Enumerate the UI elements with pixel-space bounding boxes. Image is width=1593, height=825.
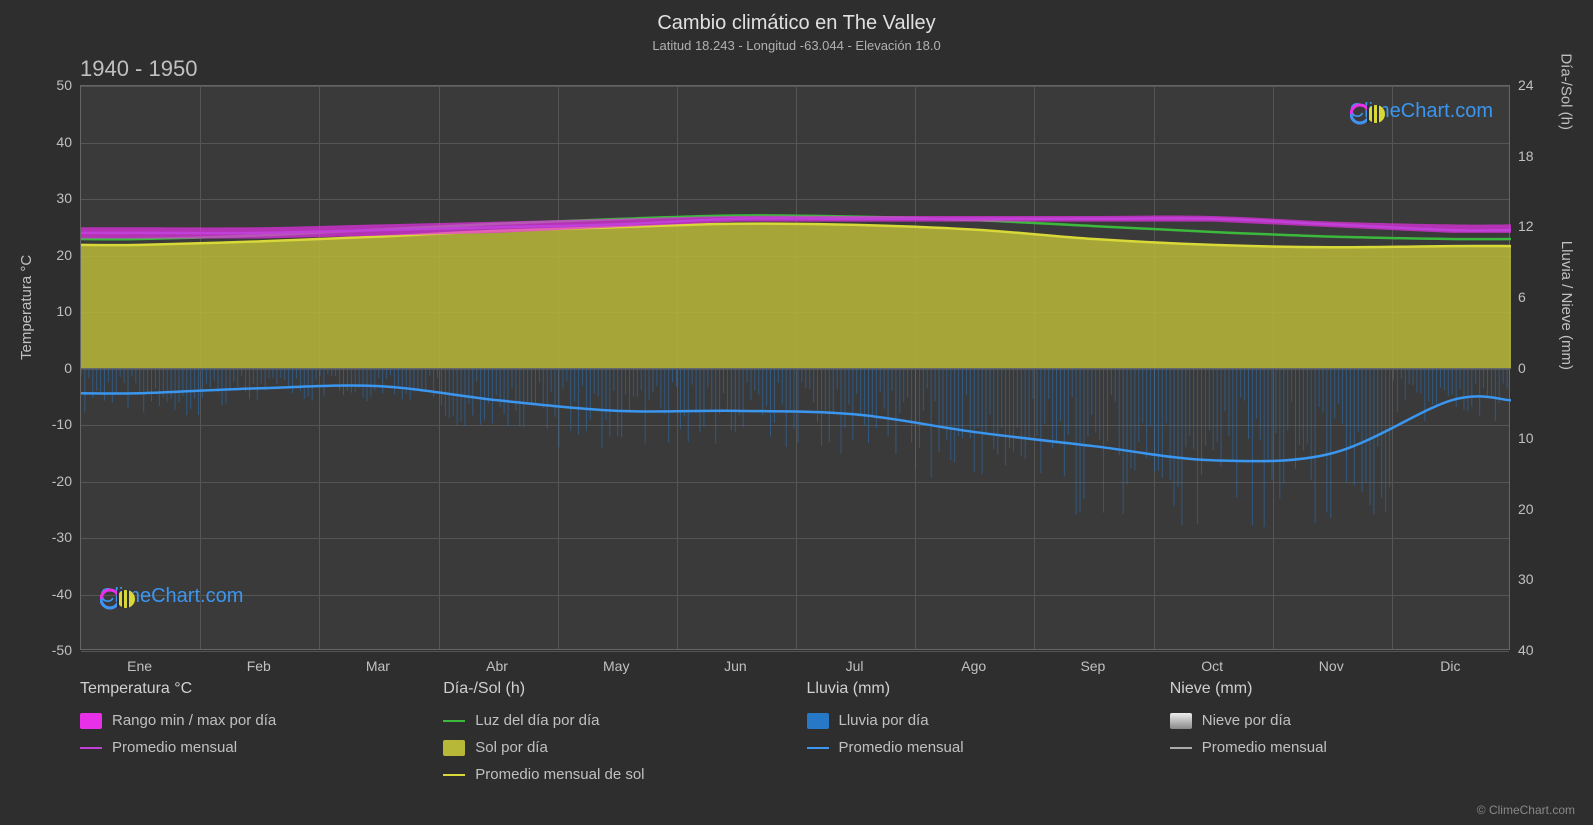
climechart-logo-icon [1350,100,1386,128]
copyright: © ClimeChart.com [1477,803,1575,817]
legend-sun-avg: Promedio mensual de sol [443,766,806,783]
ytick-left: 0 [42,360,72,376]
ytick-right: 18 [1518,148,1548,164]
swatch-snow-avg [1170,747,1192,749]
legend-rain-day: Lluvia por día [807,712,1170,729]
legend-temp-avg-label: Promedio mensual [112,739,237,756]
ytick-right: 12 [1518,218,1548,234]
legend-sun: Día-/Sol (h) Luz del día por día Sol por… [443,680,806,793]
plot-area [80,85,1510,650]
swatch-sun-avg [443,774,465,776]
ytick-left: 20 [42,247,72,263]
legend-snow-avg-label: Promedio mensual [1202,739,1327,756]
plot-svg [81,86,1511,651]
legend-rain-avg-label: Promedio mensual [839,739,964,756]
xtick-month: Jun [715,658,755,674]
ytick-right: 20 [1518,501,1548,517]
period-label: 1940 - 1950 [80,56,197,82]
xtick-month: Abr [477,658,517,674]
watermark-top: ClimeChart.com [1350,100,1493,123]
legend-snow-title: Nieve (mm) [1170,680,1533,698]
ytick-right: 6 [1518,289,1548,305]
xtick-month: Ago [954,658,994,674]
legend-rain: Lluvia (mm) Lluvia por día Promedio mens… [807,680,1170,793]
legend-rain-title: Lluvia (mm) [807,680,1170,698]
xtick-month: Oct [1192,658,1232,674]
sun-fill-area [81,224,1511,369]
chart-title: Cambio climático en The Valley [0,12,1593,35]
ytick-left: 10 [42,303,72,319]
chart-subtitle: Latitud 18.243 - Longitud -63.044 - Elev… [0,38,1593,53]
ytick-left: 40 [42,134,72,150]
xtick-month: Ene [120,658,160,674]
ytick-left: -10 [42,416,72,432]
ytick-left: -20 [42,473,72,489]
swatch-rain-day [807,713,829,729]
legend-rain-day-label: Lluvia por día [839,712,929,729]
legend-snow-day-label: Nieve por día [1202,712,1291,729]
legend-sun-title: Día-/Sol (h) [443,680,806,698]
climechart-logo-icon [100,585,136,613]
xtick-month: Mar [358,658,398,674]
ytick-right: 10 [1518,430,1548,446]
legend-sun-day: Sol por día [443,739,806,756]
climate-chart: Cambio climático en The Valley Latitud 1… [0,0,1593,825]
gridline-h [81,651,1509,652]
watermark-bottom: ClimeChart.com [100,585,243,608]
swatch-temp-range [80,713,102,729]
legend-temp-range: Rango min / max por día [80,712,443,729]
legend-temp-range-label: Rango min / max por día [112,712,276,729]
legend-snow-day: Nieve por día [1170,712,1533,729]
ytick-left: -30 [42,529,72,545]
swatch-sun-day [443,740,465,756]
ytick-left: 30 [42,190,72,206]
ytick-right: 30 [1518,571,1548,587]
ytick-right: 0 [1518,360,1548,376]
ytick-left: -40 [42,586,72,602]
legend-sun-avg-label: Promedio mensual de sol [475,766,644,783]
swatch-rain-avg [807,747,829,749]
xtick-month: Dic [1430,658,1470,674]
swatch-temp-avg [80,747,102,749]
swatch-daylight [443,720,465,722]
swatch-snow-day [1170,713,1192,729]
legend-snow: Nieve (mm) Nieve por día Promedio mensua… [1170,680,1533,793]
legend-daylight-label: Luz del día por día [475,712,599,729]
legend-temp-title: Temperatura °C [80,680,443,698]
ytick-right: 40 [1518,642,1548,658]
xtick-month: Feb [239,658,279,674]
rain-avg-line [81,385,1511,461]
y-axis-left-label: Temperatura °C [18,255,35,360]
y-axis-right-top-label: Día-/Sol (h) [1558,53,1575,130]
legend-snow-avg: Promedio mensual [1170,739,1533,756]
ytick-left: -50 [42,642,72,658]
legend-rain-avg: Promedio mensual [807,739,1170,756]
legend-temp-avg: Promedio mensual [80,739,443,756]
rain-bars [81,369,1507,528]
xtick-month: May [596,658,636,674]
legend: Temperatura °C Rango min / max por día P… [80,680,1533,793]
legend-temp: Temperatura °C Rango min / max por día P… [80,680,443,793]
ytick-left: 50 [42,77,72,93]
ytick-right: 24 [1518,77,1548,93]
xtick-month: Jul [835,658,875,674]
y-axis-right-bottom-label: Lluvia / Nieve (mm) [1558,241,1575,370]
xtick-month: Sep [1073,658,1113,674]
legend-daylight: Luz del día por día [443,712,806,729]
legend-sun-day-label: Sol por día [475,739,548,756]
xtick-month: Nov [1311,658,1351,674]
